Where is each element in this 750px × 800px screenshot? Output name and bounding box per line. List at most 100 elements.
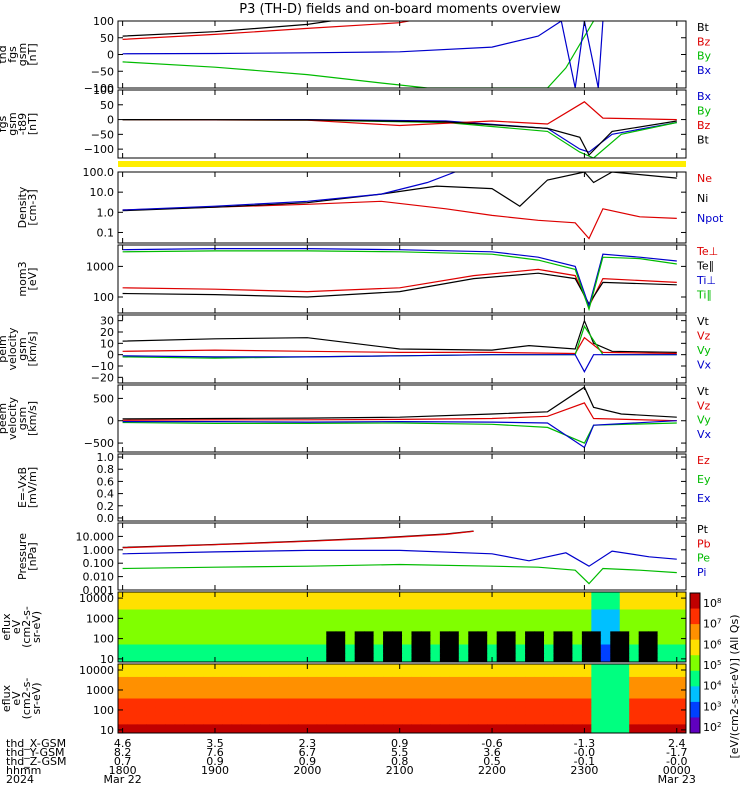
spectrogram-cell (525, 668, 536, 674)
spectrogram-cell (600, 600, 611, 606)
y-tick-label: 100 (93, 15, 114, 28)
spectrogram-cell (420, 627, 431, 632)
spectrogram-cell (297, 702, 308, 708)
spectrogram-cell (487, 618, 498, 624)
spectrogram-cell (468, 622, 479, 628)
spectrogram-cell (222, 613, 233, 619)
spectrogram-cell (449, 689, 460, 695)
spectrogram-cell (278, 724, 289, 730)
spectrogram-cell (288, 657, 299, 662)
spectrogram-cell (487, 609, 498, 615)
spectrogram-cell (525, 715, 536, 721)
spectrogram-cell (619, 622, 630, 628)
spectrogram-cell (373, 724, 384, 730)
spectrogram-cell (174, 668, 185, 674)
spectrogram-cell (411, 664, 422, 669)
spectrogram-cell (212, 644, 223, 650)
spectrogram-cell (638, 702, 649, 708)
spectrogram-cell (477, 648, 488, 654)
spectrogram-cell (562, 694, 573, 699)
y-axis-label-line: velocity (6, 397, 19, 440)
y-axis-label-line: gsm (6, 112, 19, 135)
spectrogram-cell (184, 596, 195, 602)
spectrogram-cell (335, 648, 346, 654)
spectrogram-cell (458, 720, 469, 725)
spectrogram-cell (581, 664, 592, 669)
spectrogram-cell (297, 711, 308, 717)
y-axis-label-line: -t89 (16, 113, 29, 135)
spectrogram-cell (610, 689, 621, 695)
spectrogram-cell (127, 631, 138, 637)
spectrogram-cell (335, 627, 346, 632)
spectrogram-cell (326, 694, 337, 699)
spectrogram-cell (591, 640, 602, 645)
spectrogram-cell (297, 728, 308, 733)
legend-entry: Bt (697, 134, 710, 147)
spectrogram-cell (278, 618, 289, 624)
spectrogram-cell (402, 668, 412, 674)
spectrogram-cell (193, 631, 204, 637)
spectrogram-cell (544, 724, 554, 730)
spectrogram-cell (667, 627, 678, 632)
y-axis-label-line: [nT] (26, 43, 39, 65)
spectrogram-cell (373, 720, 384, 725)
spectrogram-cell (515, 631, 526, 637)
spectrogram-cell (468, 724, 479, 730)
series-line-Te∥ (122, 272, 677, 305)
spectrogram-cell (335, 618, 346, 624)
spectrogram-cell (288, 635, 299, 641)
spectrogram-cell (468, 609, 479, 615)
y-tick-label: −100 (84, 143, 114, 156)
spectrogram-cell (667, 609, 678, 615)
spectrogram-cell (477, 720, 488, 725)
spectrogram-cell (203, 609, 214, 615)
spectrogram-cell (155, 609, 166, 615)
spectrogram-cell (515, 694, 526, 699)
y-axis-label-line: [km/s] (26, 401, 39, 436)
spectrogram-cell (136, 592, 147, 597)
spectrogram-cell (174, 605, 185, 610)
spectrogram-cell (619, 605, 630, 610)
spectrogram-cell (335, 609, 346, 615)
spectrogram-cell (203, 596, 214, 602)
spectrogram-cell (241, 689, 252, 695)
spectrogram-cell (203, 592, 214, 597)
spectrogram-cell (430, 600, 441, 606)
spectrogram-cell (534, 715, 545, 721)
spectrogram-cell (648, 657, 659, 662)
colorbar-tick-label: 104 (703, 680, 722, 693)
spectrogram-cell (335, 596, 346, 602)
spectrogram-cell (184, 653, 195, 659)
spectrogram-cell (155, 689, 166, 695)
spectrogram-cell (260, 592, 270, 597)
spectrogram-cell (174, 631, 185, 637)
y-axis-label-line: E=-VxB (16, 467, 29, 508)
spectrogram-cell (525, 664, 536, 669)
spectrogram-cell (411, 613, 422, 619)
spectrogram-cell (420, 613, 431, 619)
spectrogram-cell (515, 657, 526, 662)
spectrogram-cell (241, 668, 252, 674)
spectrogram-cell (288, 627, 299, 632)
spectrogram-cell (316, 592, 327, 597)
spectrogram-cell (657, 668, 668, 674)
spectrogram-cell (496, 689, 507, 695)
spectrogram-cell (496, 728, 507, 733)
spectrogram-cell (496, 694, 507, 699)
spectrogram-cell (288, 640, 299, 645)
spectrogram-cell (392, 657, 403, 662)
spectrogram-cell (648, 698, 659, 704)
spectrogram-cell (316, 689, 327, 695)
spectrogram-cell (250, 644, 261, 650)
spectrogram-cell (648, 711, 659, 717)
spectrogram-cell (515, 668, 526, 674)
spectrogram-cell (525, 635, 536, 641)
spectrogram-cell (657, 653, 668, 659)
spectrogram-cell (600, 644, 611, 650)
spectrogram-cell (392, 631, 403, 637)
spectrogram-cell (496, 685, 507, 691)
spectrogram-cell (487, 681, 498, 687)
spectrogram-cell (383, 631, 394, 637)
spectrogram-cell (373, 672, 384, 678)
spectrogram-cell (326, 596, 337, 602)
